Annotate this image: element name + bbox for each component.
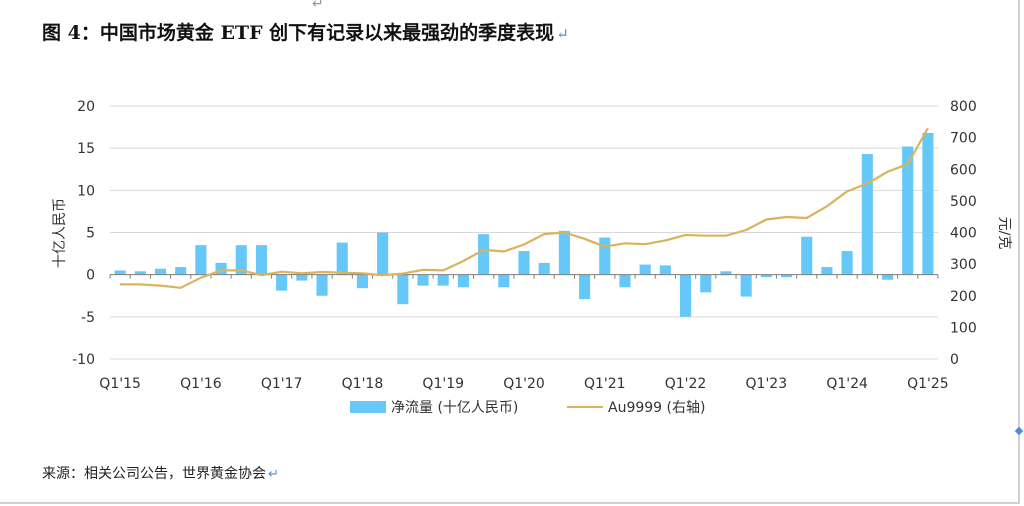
x-tick-label: Q1'22 [665, 376, 707, 392]
flow-bar [336, 242, 348, 275]
flow-bar [195, 245, 207, 275]
flow-bar [922, 132, 934, 275]
x-tick-label: Q1'19 [422, 376, 464, 392]
flow-bar [437, 274, 449, 286]
price-line [120, 127, 929, 289]
gridlines [110, 105, 938, 360]
chart-title: 图 4：中国市场黄金 ETF 创下有记录以来最强劲的季度表现 ↵ [42, 18, 569, 45]
source-text: 来源：相关公司公告，世界黄金协会 [42, 466, 266, 482]
flow-bar [457, 274, 469, 288]
flow-bar [760, 274, 772, 278]
x-tick-label: Q1'18 [342, 376, 384, 392]
return-mark: ↵ [268, 467, 279, 482]
flow-bar [659, 265, 671, 275]
x-tick-label: Q1'20 [503, 376, 545, 392]
y-right-tick-label: 400 [950, 226, 977, 242]
flow-bar [680, 274, 692, 317]
y-axis-right: 800 700 600 500 400 300 200 100 0 [950, 99, 977, 368]
flow-bar [498, 274, 510, 288]
legend-bar-swatch [350, 401, 386, 413]
flow-bar [215, 262, 227, 275]
y-right-tick-label: 600 [950, 162, 977, 178]
legend-line-label: Au9999 (右轴) [608, 400, 705, 416]
flow-bar [801, 236, 813, 275]
flow-bar [881, 274, 894, 280]
y-axis-left: 20 15 10 5 0 -5 -10 [72, 99, 95, 368]
x-tick-label: Q1'23 [746, 376, 788, 392]
y-right-tick-label: 300 [950, 257, 977, 273]
flow-bar [599, 237, 611, 275]
flow-bar [639, 264, 651, 275]
y-right-tick-label: 800 [950, 99, 977, 115]
y-right-tick-label: 0 [950, 352, 959, 368]
flow-bar [397, 274, 409, 305]
flow-bar [417, 274, 429, 286]
y-left-tick-label: 20 [77, 99, 95, 115]
flow-bar [235, 245, 247, 275]
flow-bar [175, 267, 187, 275]
flow-bar [538, 262, 550, 275]
y-right-tick-label: 200 [950, 289, 977, 305]
flow-bar [861, 154, 873, 275]
au9999-line [120, 127, 929, 289]
y-left-tick-label: -10 [72, 352, 95, 368]
flow-bar [720, 271, 732, 275]
flow-bar [558, 230, 570, 275]
flow-bar [154, 268, 167, 275]
flow-bar [255, 245, 268, 275]
x-tick-label: Q1'16 [180, 376, 222, 392]
flow-bar [134, 271, 146, 275]
x-tick-label: Q1'25 [907, 376, 949, 392]
y-axis-right-label: 元/克 [996, 217, 1012, 250]
flow-bar [619, 274, 631, 288]
flow-bar [316, 274, 328, 296]
x-axis: Q1'15 Q1'16 Q1'17 Q1'18 Q1'19 Q1'20 Q1'21 Q1'22… [99, 376, 948, 392]
flow-bar [518, 251, 530, 275]
flow-bar [740, 274, 752, 297]
y-axis-left-label: 十亿人民币 [52, 198, 68, 268]
zero-axis [109, 274, 939, 279]
chart-title-text: 图 4：中国市场黄金 ETF 创下有记录以来最强劲的季度表现 [42, 22, 555, 44]
y-right-tick-label: 100 [950, 320, 977, 336]
flow-bar [356, 274, 368, 289]
x-tick-label: Q1'17 [261, 376, 303, 392]
flow-bar [579, 274, 591, 300]
legend-bar-label: 净流量 (十亿人民币) [391, 400, 518, 416]
legend: 净流量 (十亿人民币) Au9999 (右轴) [350, 400, 705, 416]
y-left-tick-label: 10 [77, 183, 95, 199]
x-tick-label: Q1'15 [99, 376, 141, 392]
flow-bar [377, 232, 389, 275]
y-left-tick-label: 5 [86, 226, 95, 242]
flow-bar [902, 146, 914, 275]
flow-bar [841, 251, 853, 275]
y-left-tick-label: 15 [77, 141, 95, 157]
y-left-tick-label: 0 [86, 268, 95, 284]
bars [114, 132, 934, 317]
flow-bar [780, 274, 793, 278]
flow-bar [700, 274, 712, 293]
flow-bar [114, 270, 126, 275]
return-mark: ↵ [556, 25, 569, 43]
source-note: 来源：相关公司公告，世界黄金协会 ↵ [42, 463, 279, 483]
y-right-tick-label: 700 [950, 131, 977, 147]
x-tick-label: Q1'21 [584, 376, 626, 392]
y-left-tick-label: -5 [81, 310, 95, 326]
flow-bar [276, 274, 288, 291]
y-right-tick-label: 500 [950, 194, 977, 210]
x-tick-label: Q1'24 [826, 376, 868, 392]
flow-bar [478, 234, 490, 275]
flow-bar [821, 267, 833, 275]
flow-bar [296, 274, 308, 281]
return-mark: ↵ [312, 0, 324, 12]
